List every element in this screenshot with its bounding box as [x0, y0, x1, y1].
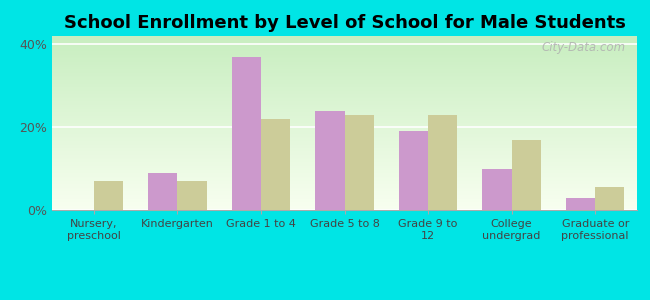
Bar [231, 57, 261, 210]
Bar [399, 131, 428, 210]
Bar [261, 119, 290, 210]
Title: School Enrollment by Level of School for Male Students: School Enrollment by Level of School for… [64, 14, 625, 32]
Bar [177, 181, 207, 210]
Bar [482, 169, 512, 210]
Bar [315, 111, 344, 210]
Bar [512, 140, 541, 210]
Bar [344, 115, 374, 210]
Bar [428, 115, 458, 210]
Bar [595, 187, 625, 210]
Bar [566, 198, 595, 210]
Text: City-Data.com: City-Data.com [541, 41, 625, 54]
Bar [148, 173, 177, 210]
Bar [94, 181, 123, 210]
